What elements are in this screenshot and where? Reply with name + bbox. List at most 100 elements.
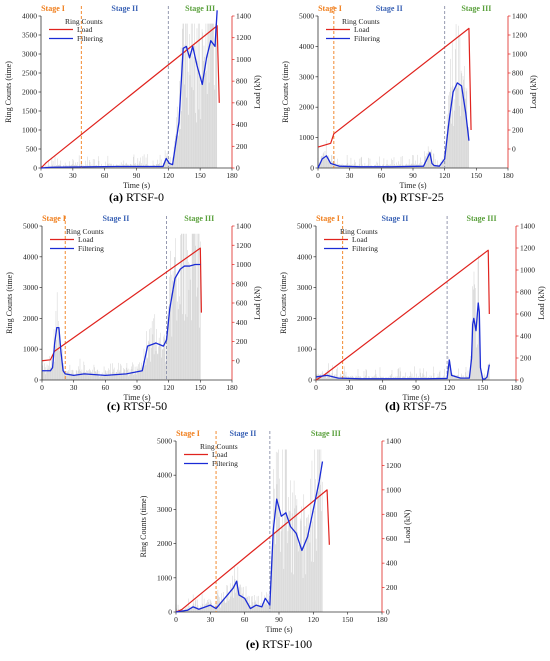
legend-entry: Filtering: [78, 244, 104, 253]
x-tick-label: 60: [101, 171, 109, 180]
legend-entry: Load: [77, 25, 93, 34]
x-tick-label: 180: [502, 171, 514, 180]
stage-label: Stage II: [381, 214, 408, 223]
series-line-filtering: [42, 263, 201, 377]
stage-label: Stage II: [376, 4, 403, 13]
caption-text: RTSF-50: [120, 399, 167, 413]
y2-axis-title: Load (kN): [253, 286, 262, 320]
y-tick-label: 5000: [297, 222, 312, 231]
y2-tick-label: 1200: [236, 241, 251, 250]
chart-caption: (b) RTSF-25: [382, 190, 444, 204]
y-tick-label: 2000: [23, 314, 38, 323]
x-tick-label: 90: [412, 383, 420, 392]
stage-label: Stage I: [318, 4, 342, 13]
y-tick-label: 5000: [157, 437, 172, 446]
y2-tick-label: 1000: [236, 260, 251, 269]
series-line-filtering: [40, 10, 218, 169]
series-line-filtering: [175, 461, 324, 613]
y2-tick-label: 1400: [386, 437, 401, 446]
x-tick-label: 0: [39, 171, 43, 180]
series-line-filtering: [315, 302, 490, 380]
y2-tick-label: 0: [236, 356, 240, 365]
y2-tick-label: 1200: [386, 461, 401, 470]
x-tick-label: 180: [226, 171, 238, 180]
stage-label: Stage III: [185, 4, 215, 13]
x-tick-label: 180: [226, 383, 238, 392]
y-tick-label: 2000: [297, 314, 312, 323]
x-tick-label: 120: [163, 383, 175, 392]
y-tick-label: 1000: [23, 345, 38, 354]
legend-title: Ring Counts: [65, 17, 103, 26]
y2-tick-label: 1000: [512, 50, 527, 59]
y2-tick-label: 1200: [236, 33, 251, 42]
y-tick-label: 4000: [22, 12, 37, 21]
y2-axis-title: Load (kN): [537, 286, 546, 320]
y-tick-label: 3500: [22, 31, 37, 40]
y2-tick-label: 400: [512, 107, 524, 116]
x-tick-label: 30: [207, 615, 215, 624]
y2-tick-label: 0: [236, 164, 240, 173]
y-tick-label: 2000: [157, 539, 172, 548]
y2-tick-label: 200: [236, 142, 248, 151]
x-tick-label: 60: [241, 615, 249, 624]
chart-caption: (c) RTSF-50: [107, 399, 167, 413]
x-tick-label: 90: [275, 615, 283, 624]
y2-axis-title: Load (kN): [403, 509, 412, 543]
y2-tick-label: 800: [236, 77, 248, 86]
x-tick-label: 0: [40, 383, 44, 392]
y-axis-title: Ring Counts (time): [139, 495, 148, 557]
y-tick-label: 0: [310, 164, 314, 173]
x-tick-label: 30: [346, 171, 354, 180]
y2-tick-label: 600: [236, 98, 248, 107]
y2-tick-label: 200: [236, 337, 248, 346]
y2-tick-label: 1000: [520, 266, 535, 275]
y2-tick-label: 800: [386, 510, 398, 519]
y2-tick-label: 1400: [236, 222, 251, 231]
x-tick-label: 120: [163, 171, 175, 180]
x-axis-title: Time (s): [402, 393, 429, 402]
x-tick-label: 120: [308, 615, 320, 624]
y2-tick-label: 1200: [520, 244, 535, 253]
caption-text: RTSF-100: [259, 637, 312, 651]
series-line-load: [40, 25, 220, 169]
y2-tick-label: 0: [520, 376, 524, 385]
y2-tick-label: 200: [512, 126, 524, 135]
x-tick-label: 30: [346, 383, 354, 392]
x-axis-title: Time (s): [265, 625, 292, 634]
stage-label: Stage I: [176, 429, 200, 438]
legend-entry: Filtering: [352, 244, 378, 253]
caption-letter: (e): [246, 637, 259, 651]
stage-label: Stage I: [42, 214, 66, 223]
legend-title: Ring Counts: [342, 17, 380, 26]
y-tick-label: 4000: [299, 42, 314, 51]
y-tick-label: 1000: [157, 573, 172, 582]
legend-entry: Filtering: [212, 459, 238, 468]
y2-tick-label: 800: [236, 279, 248, 288]
y2-tick-label: 800: [512, 69, 524, 78]
x-tick-label: 150: [471, 171, 483, 180]
x-tick-label: 30: [70, 383, 78, 392]
y-axis-title: Ring Counts (time): [5, 272, 14, 334]
series-line-load: [315, 249, 490, 381]
x-tick-label: 180: [376, 615, 388, 624]
x-tick-label: 120: [439, 171, 451, 180]
x-tick-label: 30: [69, 171, 77, 180]
legend-title: Ring Counts: [66, 227, 104, 236]
y2-tick-label: 800: [520, 288, 532, 297]
y-tick-label: 3000: [157, 505, 172, 514]
y2-tick-label: 600: [236, 299, 248, 308]
y-tick-label: 1000: [297, 345, 312, 354]
y-tick-label: 3000: [297, 283, 312, 292]
caption-letter: (c): [107, 399, 120, 413]
raw-signal-c: [41, 233, 201, 380]
y-tick-label: 4000: [157, 471, 172, 480]
y-tick-label: 0: [308, 376, 312, 385]
y-tick-label: 4000: [23, 252, 38, 261]
legend-entry: Load: [212, 450, 228, 459]
y2-tick-label: 1400: [236, 12, 251, 21]
y2-tick-label: 400: [236, 120, 248, 129]
x-tick-label: 150: [477, 383, 489, 392]
y-tick-label: 2500: [22, 69, 37, 78]
